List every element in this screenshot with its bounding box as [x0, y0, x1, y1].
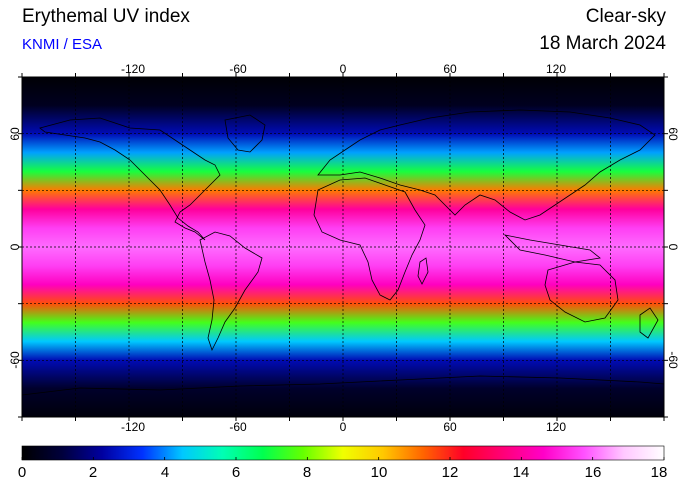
lat-tick-left-0: 0	[8, 243, 22, 251]
colorbar	[21, 445, 665, 461]
lon-tick-bottom-0: 0	[339, 420, 347, 434]
colorbar-label-0: 0	[17, 464, 27, 481]
credit-label: KNMI / ESA	[22, 36, 103, 53]
lat-tick-right-0: 0	[666, 243, 680, 251]
lon-tick-bottom-60: 60	[443, 420, 457, 434]
lon-tick-bottom-minus60: -60	[229, 420, 247, 434]
colorbar-label-18: 18	[650, 464, 668, 481]
lat-tick-left-60: 60	[8, 127, 22, 141]
lat-tick-right-60: 60	[666, 127, 680, 141]
colorbar-ticks	[21, 457, 665, 460]
colorbar-label-16: 16	[584, 464, 602, 481]
lon-tick-top-60: 60	[443, 62, 457, 76]
colorbar-label-12: 12	[441, 464, 459, 481]
lon-tick-top-minus60: -60	[229, 62, 247, 76]
madagascar-coast	[417, 257, 429, 285]
lat-tick-right-minus60: -60	[666, 351, 680, 369]
lon-tick-top-0: 0	[339, 62, 347, 76]
map-date: 18 March 2024	[539, 33, 666, 54]
lon-tick-bottom-minus120: -120	[120, 420, 146, 434]
new-zealand-coast	[639, 307, 659, 339]
colorbar-label-2: 2	[88, 464, 98, 481]
colorbar-label-6: 6	[231, 464, 241, 481]
colorbar-label-10: 10	[370, 464, 388, 481]
lon-tick-bottom-120: 120	[545, 420, 567, 434]
colorbar-label-4: 4	[160, 464, 170, 481]
coastlines	[22, 109, 664, 396]
gridlines	[22, 77, 664, 417]
colorbar-label-14: 14	[512, 464, 530, 481]
map-title: Erythemal UV index	[22, 6, 190, 27]
antarctica-coast	[22, 375, 664, 396]
europe-asia-coast	[317, 109, 656, 221]
indonesia-coast	[503, 234, 601, 263]
lon-tick-top-minus120: -120	[120, 62, 146, 76]
greenland-coast	[224, 114, 266, 153]
lon-tick-top-120: 120	[545, 62, 567, 76]
lat-tick-left-minus60: -60	[8, 351, 22, 369]
north-america-coast	[39, 117, 221, 241]
south-america-coast	[199, 231, 263, 352]
africa-coast	[313, 177, 426, 301]
frame-ticks	[18, 73, 668, 421]
sky-condition: Clear-sky	[585, 6, 666, 27]
colorbar-label-8: 8	[302, 464, 312, 481]
australia-coast	[544, 261, 619, 323]
